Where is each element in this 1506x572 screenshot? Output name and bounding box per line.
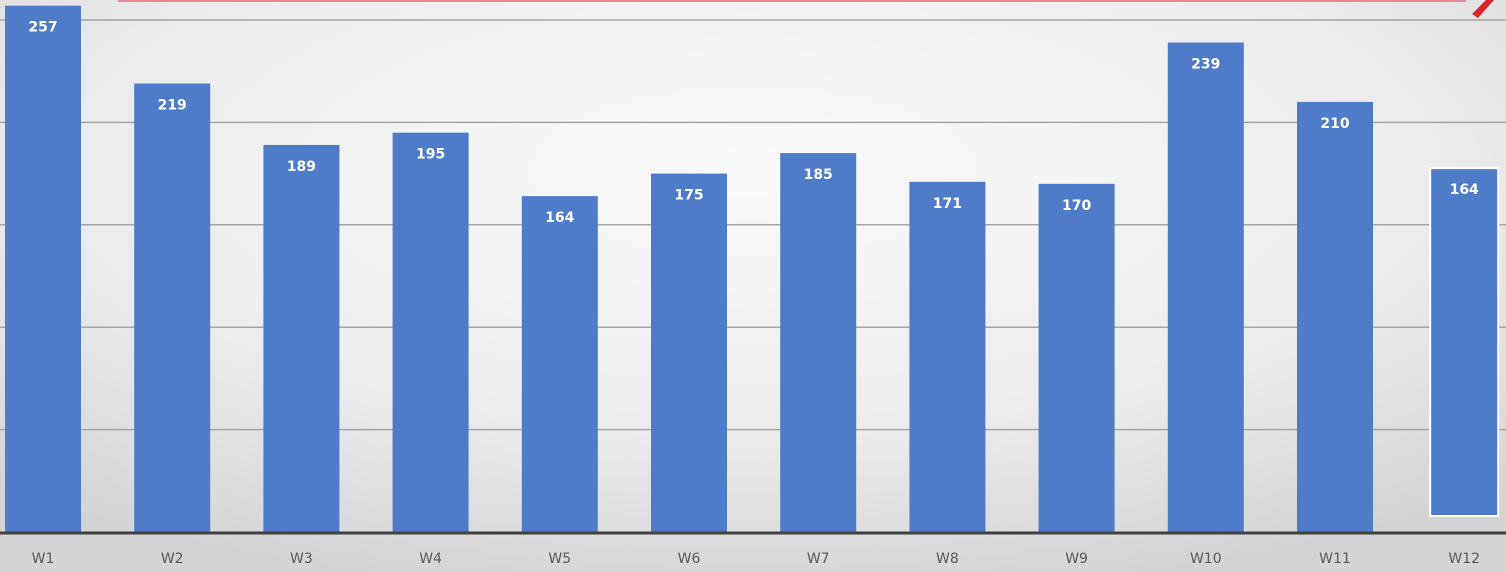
tick-label-w12: W12 (1448, 551, 1480, 567)
data-label-w6: 175 (674, 188, 703, 204)
tick-label-w9: W9 (1065, 551, 1088, 567)
bar-w5 (521, 196, 598, 533)
data-label-w2: 219 (158, 97, 187, 113)
bar-w9 (1038, 183, 1115, 532)
tick-label-w7: W7 (807, 551, 830, 567)
data-label-w4: 195 (416, 147, 445, 163)
data-label-w1: 257 (28, 20, 57, 36)
tick-label-w10: W10 (1190, 551, 1222, 567)
data-label-w9: 170 (1062, 198, 1091, 214)
x-axis-tick-labels: W1 W2 W3 W4 W5 W6 W7 W8 W9 W10 W11 W12 (32, 551, 1480, 567)
tick-label-w1: W1 (32, 551, 55, 567)
tick-label-w11: W11 (1319, 551, 1351, 567)
tick-label-w4: W4 (419, 551, 442, 567)
bar-w11 (1297, 101, 1373, 533)
tick-label-w3: W3 (290, 551, 313, 567)
bar-w1 (5, 5, 81, 532)
data-label-w11: 210 (1320, 116, 1349, 132)
bar-w12 (1429, 167, 1500, 518)
data-labels: 257 219 189 195 164 175 185 171 170 239 210 164 (28, 20, 1479, 226)
tick-label-w8: W8 (936, 551, 959, 567)
bar-w6 (651, 173, 727, 532)
data-label-w3: 189 (287, 159, 316, 175)
bar-w10 (1167, 42, 1244, 532)
bar-w2 (134, 83, 211, 532)
bar-w7 (780, 153, 857, 532)
bar-w8 (909, 181, 986, 533)
data-label-w5: 164 (545, 210, 574, 226)
bar-w3 (263, 144, 340, 533)
data-label-w8: 171 (933, 196, 962, 212)
bar-w4 (392, 132, 469, 532)
tick-label-w2: W2 (161, 551, 184, 567)
data-label-w12: 164 (1450, 182, 1479, 198)
annotation-arrow-icon (1472, 0, 1494, 18)
gridlines (0, 19, 1506, 431)
data-label-w7: 185 (804, 167, 833, 183)
tick-label-w6: W6 (678, 551, 701, 567)
tick-label-w5: W5 (548, 551, 571, 567)
data-label-w10: 239 (1191, 57, 1220, 73)
bars (5, 5, 1500, 533)
